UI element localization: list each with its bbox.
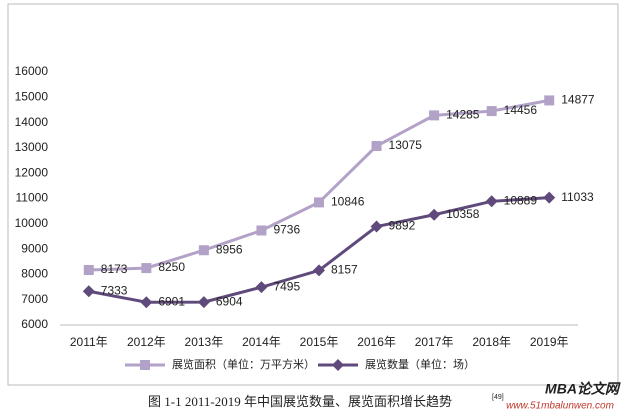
legend-marker bbox=[140, 360, 150, 370]
legend-label: 展览数量（单位：场） bbox=[365, 357, 475, 371]
x-tick-label: 2012年 bbox=[127, 335, 166, 349]
y-tick-label: 13000 bbox=[15, 140, 49, 154]
data-label: 13075 bbox=[389, 138, 423, 152]
data-label: 10889 bbox=[504, 193, 538, 207]
x-tick-label: 2014年 bbox=[242, 335, 281, 349]
point bbox=[544, 95, 555, 106]
y-tick-label: 14000 bbox=[15, 115, 49, 129]
y-tick-label: 11000 bbox=[16, 191, 49, 205]
data-label: 8157 bbox=[331, 263, 358, 277]
y-tick-label: 16000 bbox=[15, 64, 49, 78]
point bbox=[256, 225, 267, 236]
legend-label: 展览面积（单位：万平方米） bbox=[172, 357, 315, 371]
caption-ref: [49] bbox=[492, 394, 504, 401]
point bbox=[198, 245, 209, 256]
x-tick-label: 2013年 bbox=[185, 335, 224, 349]
watermark-url: www.51mbalunwen.com bbox=[506, 401, 614, 411]
point bbox=[370, 220, 383, 233]
data-label: 11033 bbox=[561, 190, 594, 204]
point bbox=[314, 197, 324, 208]
point bbox=[197, 296, 210, 309]
point bbox=[82, 285, 95, 298]
x-tick-label: 2016年 bbox=[357, 335, 396, 349]
data-label: 14285 bbox=[446, 108, 480, 122]
data-label: 14456 bbox=[504, 103, 538, 117]
data-label: 9736 bbox=[273, 223, 300, 237]
point bbox=[313, 264, 325, 277]
point bbox=[428, 208, 441, 221]
watermark: MBA论文网 bbox=[545, 381, 621, 397]
x-tick-label: 2011年 bbox=[70, 335, 108, 349]
point bbox=[485, 195, 498, 208]
y-tick-label: 8000 bbox=[21, 267, 48, 281]
point bbox=[83, 265, 94, 276]
data-label: 8173 bbox=[101, 262, 128, 276]
y-tick-label: 12000 bbox=[15, 165, 49, 179]
y-tick-label: 6000 bbox=[21, 317, 48, 331]
legend-marker bbox=[332, 359, 344, 371]
y-tick-label: 7000 bbox=[21, 292, 48, 306]
x-tick-label: 2018年 bbox=[472, 335, 511, 349]
data-label: 10358 bbox=[446, 207, 480, 221]
x-tick-label: 2019年 bbox=[530, 335, 569, 349]
data-label: 14877 bbox=[561, 93, 595, 107]
data-label: 6901 bbox=[158, 294, 185, 308]
chart-frame bbox=[7, 3, 619, 386]
point bbox=[140, 296, 153, 309]
data-label: 6904 bbox=[216, 294, 243, 308]
point bbox=[486, 106, 497, 117]
data-label: 8956 bbox=[216, 242, 243, 256]
y-tick-label: 10000 bbox=[15, 216, 49, 230]
data-label: 10846 bbox=[331, 195, 365, 209]
data-label: 7333 bbox=[101, 283, 128, 297]
point bbox=[141, 263, 152, 274]
point bbox=[371, 141, 382, 152]
y-tick-label: 15000 bbox=[15, 89, 49, 103]
point bbox=[255, 281, 268, 294]
data-label: 8250 bbox=[158, 260, 185, 274]
caption: 图 1-1 2011-2019 年中国展览数量、展览面积增长趋势 bbox=[148, 394, 452, 409]
y-tick-label: 9000 bbox=[21, 241, 48, 255]
data-label: 9892 bbox=[389, 219, 416, 233]
x-tick-label: 2017年 bbox=[415, 335, 454, 349]
data-label: 7495 bbox=[273, 279, 300, 293]
point bbox=[543, 191, 556, 204]
point bbox=[429, 110, 440, 121]
x-tick-label: 2015年 bbox=[300, 335, 339, 349]
